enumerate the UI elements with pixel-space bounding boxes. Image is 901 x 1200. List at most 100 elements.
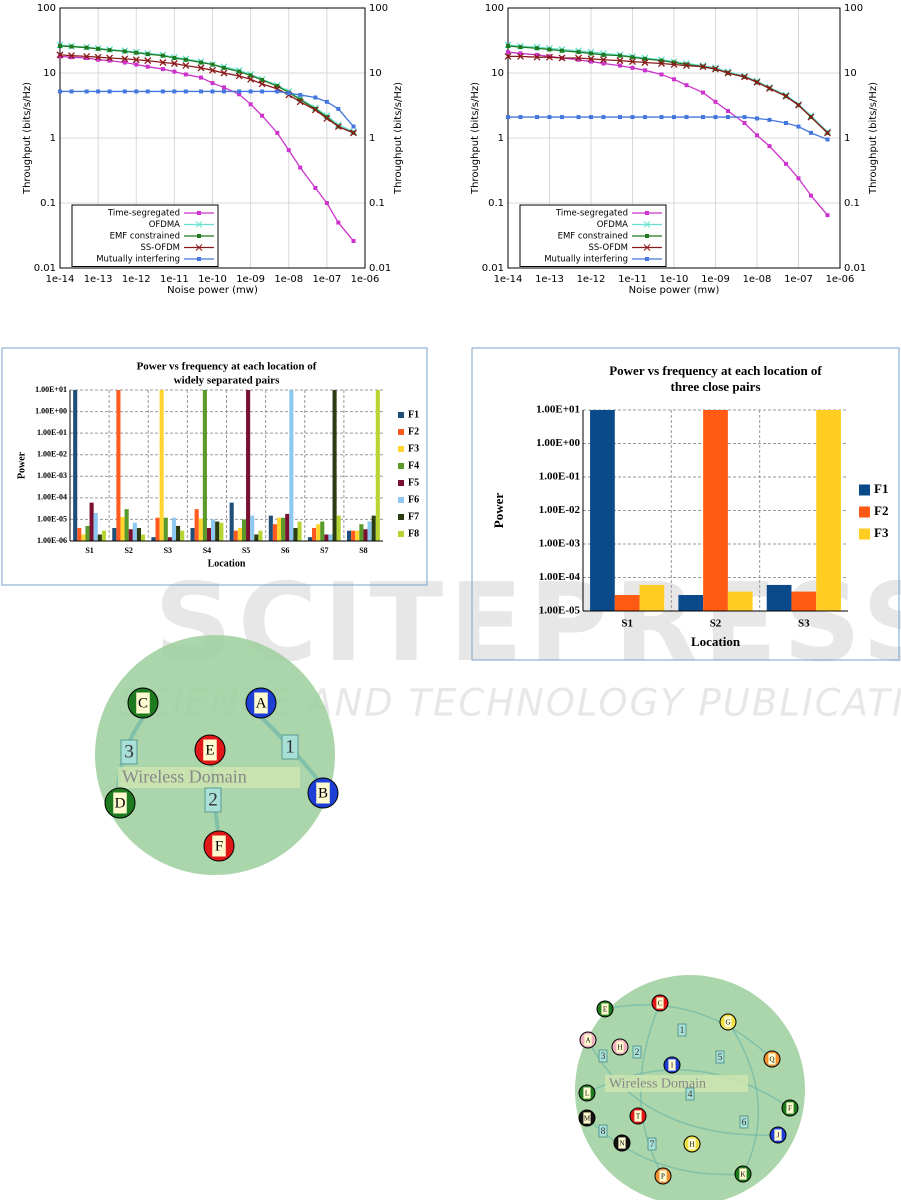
marker — [589, 51, 593, 56]
marker — [672, 115, 676, 120]
marker — [96, 57, 101, 62]
bar — [328, 534, 333, 541]
marker — [683, 62, 690, 70]
marker — [618, 53, 623, 58]
marker — [504, 52, 512, 60]
y-tick-label: 10 — [43, 68, 56, 79]
marker — [701, 115, 706, 120]
y-tick-label: 1.00E-01 — [539, 471, 580, 483]
bar — [237, 528, 242, 541]
marker — [122, 60, 127, 65]
bar — [190, 528, 195, 541]
bar — [151, 537, 156, 541]
marker — [58, 54, 62, 59]
marker — [132, 56, 140, 64]
marker — [741, 73, 748, 81]
bar — [258, 530, 263, 541]
bar — [246, 390, 251, 541]
marker — [275, 84, 280, 89]
legend-label: Mutually interfering — [544, 255, 628, 265]
marker — [134, 50, 139, 55]
x-tick-label: S2 — [124, 546, 132, 555]
node-label: F — [215, 838, 223, 854]
legend-label: EMF constrained — [558, 232, 628, 242]
x-tick-label: 1e-06 — [351, 274, 380, 285]
marker — [701, 90, 706, 95]
marker — [630, 55, 635, 60]
marker — [576, 115, 581, 120]
legend-swatch — [398, 531, 404, 537]
bar — [202, 390, 207, 541]
link-label: 7 — [650, 1139, 655, 1150]
x-tick-label: S5 — [242, 546, 250, 555]
marker — [350, 129, 357, 137]
marker — [324, 99, 329, 104]
marker — [145, 89, 150, 94]
series-line — [507, 44, 828, 133]
bar — [336, 515, 341, 541]
bar — [791, 591, 817, 611]
bar — [324, 534, 329, 541]
marker — [324, 115, 329, 120]
bar — [171, 517, 177, 541]
marker — [807, 113, 815, 121]
x-tick-label: 1e-12 — [577, 274, 606, 285]
x-tick-label: 1e-06 — [826, 274, 855, 285]
link-label-box — [204, 787, 222, 813]
line-chart: 0.01 0.01 0.1 0.1 1 1 10 10 100 100 1e-14 1e-13 1e-1… — [470, 3, 879, 296]
legend-swatch — [859, 528, 870, 540]
legend-marker — [195, 221, 203, 228]
marker — [199, 60, 204, 65]
marker — [784, 161, 789, 166]
marker — [122, 49, 127, 54]
marker — [767, 144, 772, 149]
node-tag — [254, 692, 268, 714]
marker — [313, 106, 318, 111]
bar — [347, 530, 352, 541]
plot-frame — [59, 7, 366, 269]
x-tick-label: 1e-07 — [784, 274, 813, 285]
y-tick-label: 1.00E-02 — [539, 504, 581, 516]
marker — [535, 52, 540, 57]
bar — [320, 521, 325, 541]
legend-swatch — [398, 412, 404, 418]
node-tag — [656, 997, 664, 1009]
marker — [311, 106, 319, 114]
marker — [334, 123, 342, 131]
marker — [56, 51, 64, 59]
marker — [313, 186, 318, 191]
link-label-box — [598, 1049, 608, 1063]
marker — [753, 78, 761, 86]
x-tick-label: S8 — [359, 546, 367, 555]
marker — [795, 101, 802, 109]
bar — [254, 534, 259, 541]
marker — [221, 85, 226, 90]
marker — [237, 89, 242, 94]
marker — [742, 121, 747, 126]
marker — [699, 63, 707, 71]
chart-title: Power vs frequency at each location of — [137, 361, 317, 373]
marker — [107, 89, 112, 94]
marker — [641, 59, 649, 66]
series-line — [508, 55, 828, 134]
marker — [210, 89, 215, 94]
marker — [323, 114, 331, 122]
marker — [286, 148, 291, 153]
y2-tick-label: 0.01 — [844, 263, 866, 274]
legend-swatch — [398, 480, 404, 486]
node-label: T — [636, 1113, 641, 1121]
marker — [742, 115, 747, 120]
marker — [106, 54, 114, 62]
domain-label: Wireless Domain — [122, 767, 247, 787]
marker — [575, 54, 582, 62]
marker — [96, 89, 101, 94]
link-curve — [587, 1039, 779, 1136]
y-tick-label: 1 — [498, 133, 504, 144]
y2-tick-label: 1 — [369, 133, 375, 144]
marker — [670, 61, 678, 68]
marker — [336, 106, 341, 111]
bar — [85, 525, 90, 541]
marker — [589, 59, 593, 64]
bar — [289, 390, 294, 541]
